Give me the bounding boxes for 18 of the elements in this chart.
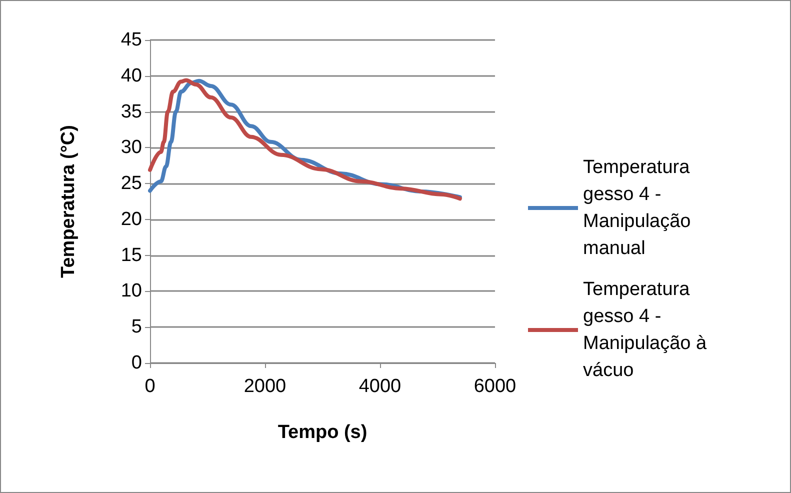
y-tick-label: 35 — [120, 101, 142, 122]
y-axis-title: Temperatura (°C) — [58, 125, 79, 278]
x-tick-label: 0 — [144, 376, 156, 397]
legend-label: Temperatura gesso 4 - Manipulação manual — [583, 157, 696, 259]
legend-label: Temperatura gesso 4 - Manipulação à vácuo — [583, 279, 712, 381]
x-axis-title: Tempo (s) — [278, 422, 368, 443]
y-tick-label: 20 — [120, 208, 142, 230]
x-tick-label: 4000 — [358, 376, 402, 397]
y-tick-label: 45 — [120, 30, 142, 50]
x-tick-label: 6000 — [474, 376, 516, 397]
y-tick-label: 25 — [120, 173, 142, 194]
y-tick-label: 15 — [120, 244, 142, 266]
y-tick-label: 30 — [120, 137, 142, 158]
y-tick-label: 40 — [120, 65, 142, 86]
y-tick-label: 0 — [131, 352, 142, 374]
x-tick-label: 2000 — [244, 376, 286, 397]
y-tick-label: 5 — [131, 316, 142, 338]
y-tick-label: 10 — [120, 280, 142, 302]
